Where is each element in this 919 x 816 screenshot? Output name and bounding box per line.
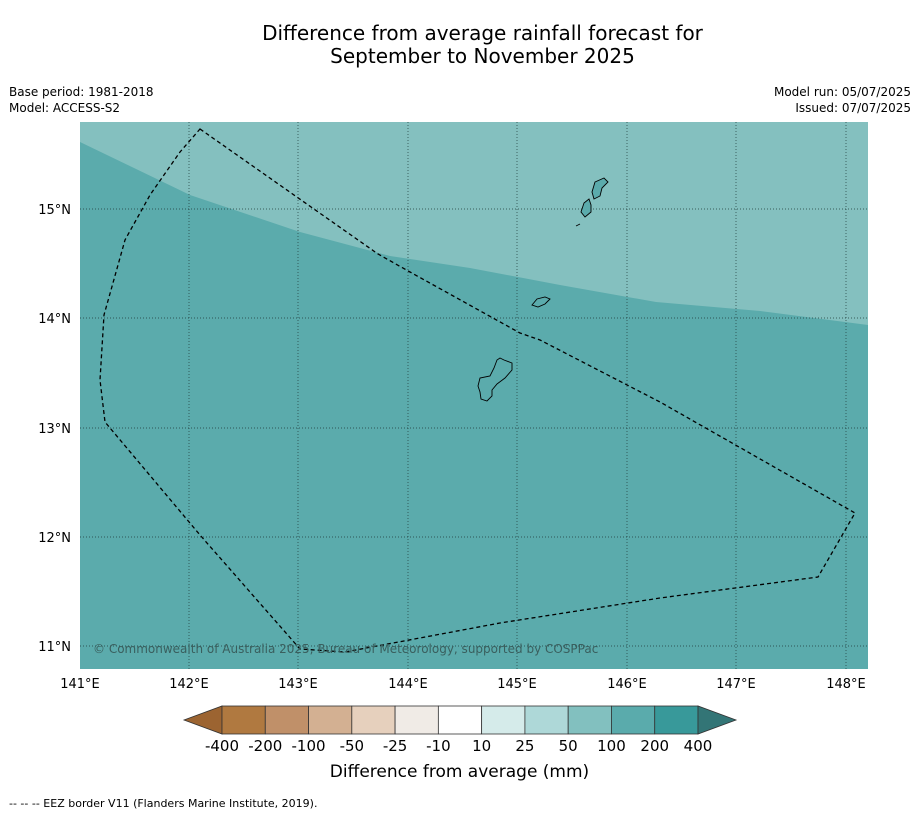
island-saipan [591, 177, 609, 200]
longitude-tick-labels: 141°E 142°E 143°E 144°E 145°E 146°E 147°… [60, 677, 866, 692]
colorbar-segment [221, 705, 266, 735]
map-plot-area [80, 122, 868, 669]
colorbar-segment [437, 705, 483, 735]
meta-right: Model run: 05/07/2025 Issued: 07/07/2025 [774, 84, 911, 116]
colorbar-extend-high [697, 705, 738, 735]
lon-tick-label: 143°E [278, 677, 318, 692]
meta-left: Base period: 1981-2018 Model: ACCESS-S2 [9, 84, 154, 116]
colorbar-tick-label: -25 [382, 737, 408, 755]
base-period: Base period: 1981-2018 [9, 85, 154, 99]
lon-tick-label: 145°E [497, 677, 537, 692]
title-line-1: Difference from average rainfall forecas… [262, 21, 703, 45]
colorbar-tick-label: 10 [472, 737, 492, 755]
island-tinian [580, 198, 592, 218]
colorbar-segment [524, 705, 569, 735]
title-line-2: September to November 2025 [330, 44, 635, 68]
colorbar-segment [264, 705, 309, 735]
copyright-notice: © Commonwealth of Australia 2025, Bureau… [93, 642, 599, 656]
colorbar-tick-label: -100 [291, 737, 326, 755]
colorbar-tick-label: 100 [597, 737, 626, 755]
colorbar-segment [394, 705, 439, 735]
colorbar-tick-label: 200 [640, 737, 670, 755]
colorbar-segment [611, 705, 656, 735]
colorbar-tick-label: -400 [204, 737, 240, 755]
forecast-zone-50-100 [80, 122, 868, 325]
colorbar-tick-label: 25 [515, 737, 535, 755]
lon-tick-label: 147°E [716, 677, 756, 692]
latitude-tick-labels: 15°N 14°N 13°N 12°N 11°N [38, 203, 71, 655]
colorbar-segment [654, 705, 699, 735]
lat-tick-label: 15°N [38, 203, 71, 218]
colorbar-tick-label: 50 [558, 737, 578, 755]
colorbar-tick-label: 400 [683, 737, 713, 755]
colorbar-segment [567, 705, 612, 735]
lon-tick-label: 146°E [607, 677, 647, 692]
model-run: Model run: 05/07/2025 [773, 85, 911, 99]
lon-tick-label: 141°E [60, 677, 100, 692]
colorbar-segment [351, 705, 396, 735]
colorbar-extend-low [182, 705, 223, 735]
lon-tick-label: 148°E [826, 677, 866, 692]
eez-footnote: -- -- -- EEZ border V11 (Flanders Marine… [9, 797, 318, 810]
lat-tick-label: 12°N [38, 531, 71, 546]
colorbar-segment [481, 705, 526, 735]
lat-tick-label: 13°N [38, 422, 71, 437]
island-guam [477, 357, 513, 402]
chart-title: Difference from average rainfall forecas… [0, 22, 919, 68]
model-name: Model: ACCESS-S2 [9, 101, 121, 115]
colorbar-tick-label: -200 [248, 737, 283, 755]
island-rota [531, 296, 551, 308]
islands [477, 177, 609, 402]
colorbar-title: Difference from average (mm) [329, 762, 590, 782]
colorbar-tick-label: -50 [339, 737, 365, 755]
lat-tick-label: 11°N [38, 640, 71, 655]
island-aguijan [575, 223, 581, 227]
colorbar-tick-label: -10 [426, 737, 451, 755]
colorbar-segment [308, 705, 353, 735]
gridlines [80, 122, 868, 669]
issued-date: Issued: 07/07/2025 [795, 101, 911, 115]
lon-tick-label: 142°E [169, 677, 209, 692]
lon-tick-label: 144°E [388, 677, 428, 692]
lat-tick-label: 14°N [38, 312, 71, 327]
colorbar [182, 705, 738, 735]
eez-border [99, 128, 856, 653]
